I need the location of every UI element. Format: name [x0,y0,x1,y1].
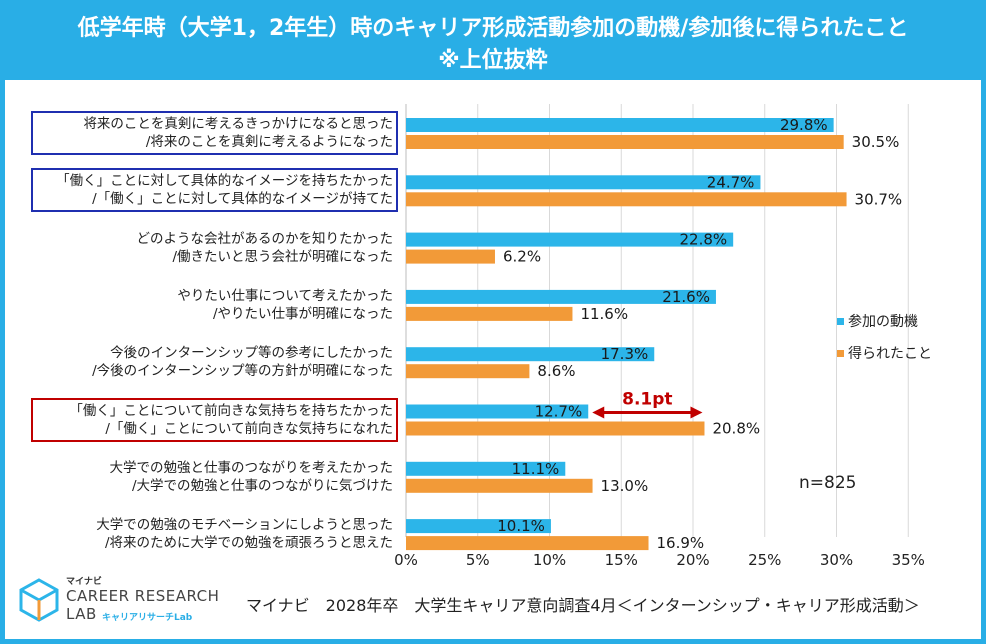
category-label-line: どのような会社があるのかを知りたかった [136,230,394,247]
bar-gained [406,135,844,149]
category-label-line: 「働く」ことについて前向きな気持ちを持ちたかった [69,402,393,419]
data-label-motive: 10.1% [497,517,545,535]
data-label-gained: 13.0% [601,477,649,495]
bar-gained [406,306,573,321]
data-label-motive: 17.3% [601,345,649,363]
category-label-line: /「働く」ことについて前向きな気持ちになれた [105,420,393,437]
category-label: どのような会社があるのかを知りたかった/働きたいと思う会社が明確になった [20,230,394,266]
logo-name-line1: CAREER RESEARCH [66,587,220,605]
bar-gained [406,536,649,551]
category-label-line: /働きたいと思う会社が明確になった [172,248,393,265]
category-label-line: /大学での勉強と仕事のつながりに気づけた [131,477,393,494]
data-label-gained: 8.6% [537,362,575,380]
logo-brand: マイナビ [66,577,102,587]
x-tick-label: 20% [676,551,709,569]
bar-motive [406,289,716,304]
category-label-line: 大学での勉強のモチベーションにしようと思った [96,517,393,534]
category-label-line: 大学での勉強と仕事のつながりを考えたかった [109,459,394,476]
category-label-line: 将来のことを真剣に考えるきっかけになると思った [83,116,393,132]
category-label-line: /「働く」ことに対して具体的なイメージが持てた [92,191,393,208]
category-label-line: 「働く」ことに対して具体的なイメージを持ちたかった [56,173,393,190]
chart-title: 低学年時（大学1，2年生）時のキャリア形成活動参加の動機/参加後に得られたこと [77,16,909,41]
bar-gained [406,192,847,207]
legend-swatch [837,350,844,357]
category-label: 大学での勉強と仕事のつながりを考えたかった/大学での勉強と仕事のつながりに気づけ… [20,459,394,495]
data-label-motive: 12.7% [535,403,583,421]
logo-cube-icon [19,578,59,622]
bar-motive [406,347,655,362]
highlight-box [31,111,398,155]
data-label-gained: 30.5% [852,133,900,151]
data-label-motive: 22.8% [680,231,728,249]
bar-motive [406,404,589,419]
bar-motive [406,118,834,132]
source-note: マイナビ 2028年卒 大学生キャリア意向調査4月＜インターンシップ・キャリア形… [246,596,920,615]
category-label: 「働く」ことに対して具体的なイメージを持ちたかった/「働く」ことに対して具体的な… [20,172,393,208]
bar-motive [406,232,734,247]
chart-subtitle: ※上位抜粋 [438,48,548,73]
legend-swatch [837,318,844,325]
data-label-motive: 11.1% [512,460,560,478]
data-label-motive: 24.7% [707,173,755,191]
bar-gained [406,364,530,379]
category-label: やりたい仕事について考えたかった/やりたい仕事が明確になった [20,287,393,323]
data-label-motive: 21.6% [662,288,710,306]
logo-name-line2: LAB [66,605,97,623]
x-tick-label: 5% [466,551,490,569]
difference-arrow-right-head [690,406,703,419]
legend-label: 参加の動機 [848,313,918,330]
category-label: 「働く」ことについて前向きな気持ちを持ちたかった/「働く」ことについて前向きな気… [20,402,393,438]
x-tick-label: 0% [394,551,418,569]
category-label-line: /今後のインターンシップ等の方針が明確になった [92,363,393,380]
highlight-box [31,397,398,442]
data-label-gained: 11.6% [580,305,628,323]
category-label-line: /やりたい仕事が明確になった [212,305,393,322]
legend-label: 得られたこと [848,345,932,362]
x-tick-label: 30% [820,551,853,569]
category-label-line: /将来のことを真剣に考えるようになった [145,134,393,150]
category-label-line: 今後のインターンシップ等の参考にしたかった [110,345,393,362]
data-label-gained: 20.8% [712,420,760,438]
sample-size-label: n=825 [799,473,857,493]
data-label-gained: 16.9% [657,534,705,552]
data-label-gained: 30.7% [855,190,903,208]
x-tick-label: 25% [748,551,781,569]
category-label-line: やりたい仕事について考えたかった [177,287,393,304]
difference-arrow-left-head [592,406,605,419]
difference-annotation: 8.1pt [622,390,672,410]
logo-subtitle: キャリアリサーチLab [102,613,193,623]
header-banner: 低学年時（大学1，2年生）時のキャリア形成活動参加の動機/参加後に得られたこと … [0,0,986,80]
data-label-motive: 29.8% [780,116,828,134]
bar-motive [406,461,566,476]
x-tick-label: 35% [892,551,925,569]
bar-gained [406,421,705,436]
category-label: 将来のことを真剣に考えるきっかけになると思った/将来のことを真剣に考えるようにな… [20,115,393,151]
bar-gained [406,249,495,264]
x-tick-label: 15% [605,551,638,569]
bar-motive [406,175,761,190]
category-label: 大学での勉強のモチベーションにしようと思った/将来のために大学での勉強を頑張ろう… [20,516,393,552]
bar-motive [406,519,551,534]
category-label: 今後のインターンシップ等の参考にしたかった/今後のインターンシップ等の方針が明確… [20,344,393,380]
data-label-gained: 6.2% [503,248,541,266]
bar-gained [406,478,593,493]
x-tick-label: 10% [533,551,566,569]
category-label-line: /将来のために大学での勉強を頑張ろうと思えた [104,535,393,552]
highlight-box [31,168,398,213]
